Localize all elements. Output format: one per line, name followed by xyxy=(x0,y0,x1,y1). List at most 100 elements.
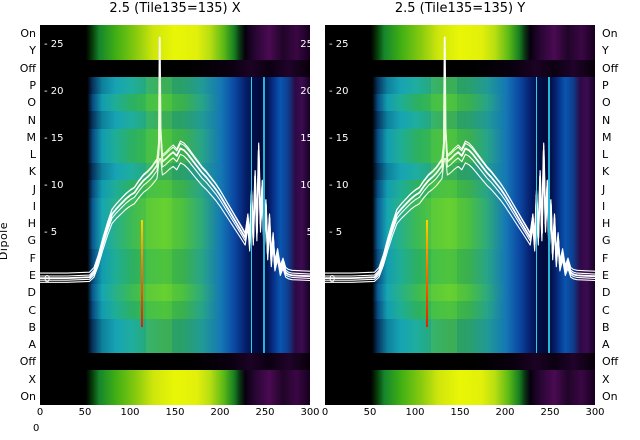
white-beam-profile xyxy=(325,135,595,281)
row-label-left-y: Y xyxy=(29,44,36,58)
row-label-right-f: F xyxy=(602,251,609,265)
heatmap-row-d xyxy=(40,283,310,302)
heatmap-row-on xyxy=(40,25,310,43)
row-label-right-a: A xyxy=(602,338,610,352)
row-label-right-l: L xyxy=(602,148,609,162)
cyan-line-a xyxy=(250,77,253,353)
heatmap-row-b xyxy=(325,318,595,336)
row-label-right-on: On xyxy=(602,27,618,41)
heatmap-row-c xyxy=(325,301,595,319)
heatmap-row-k xyxy=(40,163,310,181)
x-tick-label: 200 xyxy=(210,407,230,418)
heatmap-panel-y: - 25 - 20 - 15 - 10 - 5 0 xyxy=(325,25,595,405)
inner-tick-left: 0 xyxy=(44,274,51,285)
inner-tick-left: - 20 xyxy=(44,86,64,97)
row-label-right-b: B xyxy=(602,320,610,334)
row-label-left-h: H xyxy=(27,217,36,231)
row-label-right-off: Off xyxy=(602,61,619,75)
orange-streak xyxy=(425,220,428,327)
row-label-left-off: Off xyxy=(19,61,36,75)
heatmap-row-e xyxy=(325,266,595,284)
row-label-right-k: K xyxy=(602,165,610,179)
heatmap-row-j xyxy=(325,180,595,198)
heatmap-row-p xyxy=(40,76,310,95)
heatmap-row-f xyxy=(325,249,595,267)
green-glow-column xyxy=(431,77,458,353)
x-tick-label: 150 xyxy=(165,407,185,418)
row-label-left-p: P xyxy=(29,78,36,92)
heatmap-panel-x: - 25 - 20 - 15 - 10 - 5 0 25 20 15 10 5 xyxy=(40,25,313,405)
white-beam-profile xyxy=(325,158,595,283)
x-tick-label: 200 xyxy=(495,407,515,418)
row-label-right-m: M xyxy=(602,130,612,144)
heatmap-rows xyxy=(40,25,310,405)
row-label-left-x: X xyxy=(28,372,36,386)
x-tick-label: 50 xyxy=(78,407,92,418)
inner-tick-left: - 10 xyxy=(329,180,349,191)
row-label-left-i: I xyxy=(32,199,36,213)
white-beam-profile xyxy=(325,128,595,274)
inner-tick-left: - 15 xyxy=(329,133,349,144)
row-label-right-y: Y xyxy=(602,44,609,58)
heatmap-row-f xyxy=(40,249,310,267)
cyan-line-a xyxy=(535,77,538,353)
heatmap-row-b xyxy=(40,318,310,336)
row-label-right-off: Off xyxy=(602,355,619,369)
row-label-left-off: Off xyxy=(19,355,36,369)
x-tick-label: 100 xyxy=(120,407,140,418)
heatmap-row-on xyxy=(40,387,310,405)
heatmap-row-d xyxy=(325,283,595,302)
row-label-left-b: B xyxy=(28,320,36,334)
heatmap-row-o xyxy=(325,94,595,112)
row-label-right-i: I xyxy=(602,199,606,213)
cyan-line-b xyxy=(263,77,265,353)
heatmap-row-off xyxy=(325,59,595,77)
x-tick-label: 250 xyxy=(255,407,275,418)
row-label-right-n: N xyxy=(602,113,611,127)
x-tick-label: 150 xyxy=(450,407,470,418)
inner-tick-left: - 15 xyxy=(44,133,64,144)
panel-x-title: 2.5 (Tile135=135) X xyxy=(109,1,241,16)
heatmap-row-n xyxy=(325,111,595,129)
heatmap-row-off xyxy=(325,353,595,371)
heatmap-row-on xyxy=(325,387,595,405)
row-label-left-n: N xyxy=(27,113,36,127)
inner-tick-left: - 5 xyxy=(329,227,343,238)
row-label-left-k: K xyxy=(28,165,36,179)
row-label-right-e: E xyxy=(602,268,609,282)
inner-tick-right: 15 xyxy=(300,133,313,144)
row-label-left-a: A xyxy=(28,338,36,352)
inner-tick-left: - 25 xyxy=(329,39,349,50)
white-beam-profile xyxy=(40,158,310,283)
inner-tick-right: 5 xyxy=(306,227,313,238)
row-label-right-h: H xyxy=(602,217,611,231)
heatmap-row-n xyxy=(40,111,310,129)
inner-tick-right: 25 xyxy=(300,39,313,50)
heatmap-row-x xyxy=(40,370,310,388)
row-label-right-j: J xyxy=(602,182,606,196)
heatmap-row-c xyxy=(40,301,310,319)
row-label-left-c: C xyxy=(28,303,36,317)
inner-tick-left: - 10 xyxy=(44,180,64,191)
heatmap-row-y xyxy=(40,42,310,60)
row-label-right-x: X xyxy=(602,372,610,386)
heatmap-row-e xyxy=(40,266,310,284)
heatmap-row-p xyxy=(325,76,595,95)
panel-y-title: 2.5 (Tile135=135) Y xyxy=(394,1,526,16)
inner-tick-left: 0 xyxy=(329,274,336,285)
heatmap-row-a xyxy=(325,335,595,354)
heatmap-row-k xyxy=(325,163,595,181)
row-label-left-o: O xyxy=(27,96,36,110)
row-label-right-o: O xyxy=(602,96,611,110)
row-label-right-c: C xyxy=(602,303,610,317)
row-label-right-on: On xyxy=(602,389,618,403)
x-tick-label: 300 xyxy=(300,407,320,418)
inner-tick-right: 10 xyxy=(300,180,313,191)
corner-offset-label: 0 xyxy=(33,423,40,434)
row-label-left-l: L xyxy=(29,148,36,162)
x-tick-label: 250 xyxy=(540,407,560,418)
row-label-left-e: E xyxy=(29,268,36,282)
row-label-right-g: G xyxy=(602,234,611,248)
row-label-left-on: On xyxy=(20,389,36,403)
